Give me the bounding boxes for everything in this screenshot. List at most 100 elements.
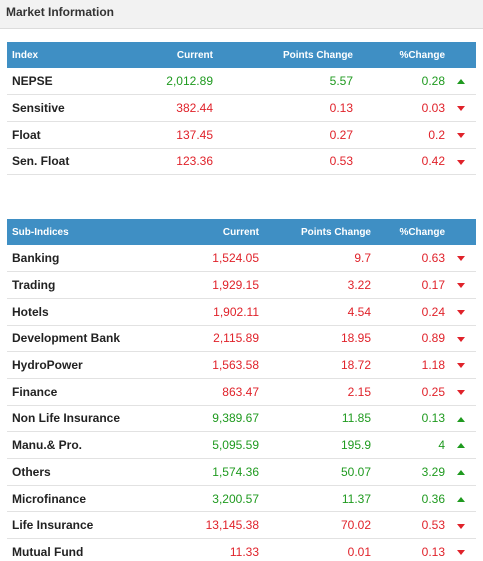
- trend-cell: [449, 405, 476, 433]
- column-header-points-change[interactable]: Points Change: [300, 226, 371, 238]
- trend-cell: [449, 121, 476, 149]
- pct-change: 0.28: [357, 68, 449, 96]
- arrow-down-icon: [457, 523, 465, 529]
- table-row[interactable]: Development Bank 2,115.89 18.95 0.89: [7, 325, 476, 353]
- points-change: 0.27: [217, 121, 357, 149]
- arrow-down-icon: [457, 256, 465, 262]
- pct-change: 0.63: [375, 245, 449, 273]
- trend-cell: [449, 148, 476, 176]
- column-header-points-change[interactable]: Points Change: [282, 49, 353, 61]
- index-name[interactable]: Manu.& Pro.: [7, 431, 157, 459]
- table-row[interactable]: Manu.& Pro. 5,095.59 195.9 4: [7, 431, 476, 459]
- points-change: 195.9: [263, 431, 375, 459]
- trend-cell: [449, 538, 476, 561]
- arrow-up-icon: [457, 496, 465, 502]
- index-name[interactable]: Microfinance: [7, 485, 157, 513]
- panel-title: Market Information: [6, 5, 115, 19]
- table-row[interactable]: Float 137.45 0.27 0.2: [7, 121, 476, 149]
- arrow-down-icon: [457, 133, 465, 139]
- trend-cell: [449, 351, 476, 379]
- points-change: 0.13: [217, 94, 357, 122]
- current-value: 1,929.15: [157, 271, 263, 299]
- points-change: 3.22: [263, 271, 375, 299]
- column-header-current[interactable]: Current: [176, 49, 213, 61]
- trend-cell: [449, 325, 476, 353]
- table-row[interactable]: Microfinance 3,200.57 11.37 0.36: [7, 485, 476, 513]
- column-header-pct-change[interactable]: %Change: [399, 226, 445, 238]
- indices-header-row: Index Current Points Change %Change: [7, 42, 476, 68]
- pct-change: 0.53: [375, 511, 449, 540]
- points-change: 11.85: [263, 405, 375, 433]
- current-value: 137.45: [117, 121, 217, 149]
- index-name[interactable]: Life Insurance: [7, 511, 157, 540]
- trend-cell: [449, 378, 476, 406]
- arrow-up-icon: [457, 443, 465, 449]
- trend-cell: [449, 245, 476, 273]
- current-value: 863.47: [157, 378, 263, 406]
- column-header-sub-indices[interactable]: Sub-Indices: [12, 226, 69, 238]
- table-row[interactable]: Sensitive 382.44 0.13 0.03: [7, 94, 476, 122]
- index-name[interactable]: Others: [7, 458, 157, 486]
- table-row[interactable]: Finance 863.47 2.15 0.25: [7, 378, 476, 406]
- arrow-up-icon: [457, 79, 465, 85]
- trend-cell: [449, 68, 476, 96]
- current-value: 1,574.36: [157, 458, 263, 486]
- current-value: 382.44: [117, 94, 217, 122]
- current-value: 13,145.38: [157, 511, 263, 540]
- sub-indices-table-body: Banking 1,524.05 9.7 0.63 Trading 1,929.15 3.2…: [7, 245, 476, 561]
- index-name[interactable]: Mutual Fund: [7, 538, 157, 561]
- index-name[interactable]: Sen. Float: [7, 148, 117, 176]
- index-name[interactable]: Sensitive: [7, 94, 117, 122]
- column-header-current[interactable]: Current: [222, 226, 259, 238]
- column-header-pct-change[interactable]: %Change: [399, 49, 445, 61]
- table-row[interactable]: Sen. Float 123.36 0.53 0.42: [7, 148, 476, 176]
- pct-change: 3.29: [375, 458, 449, 486]
- table-row[interactable]: NEPSE 2,012.89 5.57 0.28: [7, 68, 476, 96]
- current-value: 1,524.05: [157, 245, 263, 273]
- table-row[interactable]: Mutual Fund 11.33 0.01 0.13: [7, 538, 476, 561]
- arrow-down-icon: [457, 550, 465, 556]
- pct-change: 0.42: [357, 148, 449, 176]
- trend-cell: [449, 458, 476, 486]
- index-name[interactable]: Trading: [7, 271, 157, 299]
- table-row[interactable]: Non Life Insurance 9,389.67 11.85 0.13: [7, 405, 476, 433]
- pct-change: 0.25: [375, 378, 449, 406]
- index-name[interactable]: Banking: [7, 245, 157, 273]
- arrow-down-icon: [457, 336, 465, 342]
- trend-cell: [449, 431, 476, 459]
- table-row[interactable]: Banking 1,524.05 9.7 0.63: [7, 245, 476, 273]
- points-change: 0.53: [217, 148, 357, 176]
- trend-cell: [449, 298, 476, 326]
- index-name[interactable]: Finance: [7, 378, 157, 406]
- index-name[interactable]: Non Life Insurance: [7, 405, 157, 433]
- sub-indices-table: Sub-Indices Current Points Change %Chang…: [7, 219, 476, 561]
- pct-change: 0.13: [375, 405, 449, 433]
- table-row[interactable]: Others 1,574.36 50.07 3.29: [7, 458, 476, 486]
- arrow-down-icon: [457, 390, 465, 396]
- pct-change: 4: [375, 431, 449, 459]
- current-value: 5,095.59: [157, 431, 263, 459]
- points-change: 18.95: [263, 325, 375, 353]
- index-name[interactable]: HydroPower: [7, 351, 157, 379]
- pct-change: 0.24: [375, 298, 449, 326]
- points-change: 2.15: [263, 378, 375, 406]
- index-name[interactable]: NEPSE: [7, 68, 117, 96]
- points-change: 9.7: [263, 245, 375, 273]
- points-change: 5.57: [217, 68, 357, 96]
- table-row[interactable]: HydroPower 1,563.58 18.72 1.18: [7, 351, 476, 379]
- column-header-index[interactable]: Index: [12, 49, 39, 61]
- trend-cell: [449, 511, 476, 540]
- current-value: 3,200.57: [157, 485, 263, 513]
- pct-change: 0.17: [375, 271, 449, 299]
- index-name[interactable]: Hotels: [7, 298, 157, 326]
- pct-change: 1.18: [375, 351, 449, 379]
- trend-cell: [449, 94, 476, 122]
- index-name[interactable]: Development Bank: [7, 325, 157, 353]
- index-name[interactable]: Float: [7, 121, 117, 149]
- sub-indices-header-row: Sub-Indices Current Points Change %Chang…: [7, 219, 476, 245]
- points-change: 11.37: [263, 485, 375, 513]
- table-row[interactable]: Hotels 1,902.11 4.54 0.24: [7, 298, 476, 326]
- arrow-down-icon: [457, 106, 465, 112]
- table-row[interactable]: Life Insurance 13,145.38 70.02 0.53: [7, 511, 476, 540]
- table-row[interactable]: Trading 1,929.15 3.22 0.17: [7, 271, 476, 299]
